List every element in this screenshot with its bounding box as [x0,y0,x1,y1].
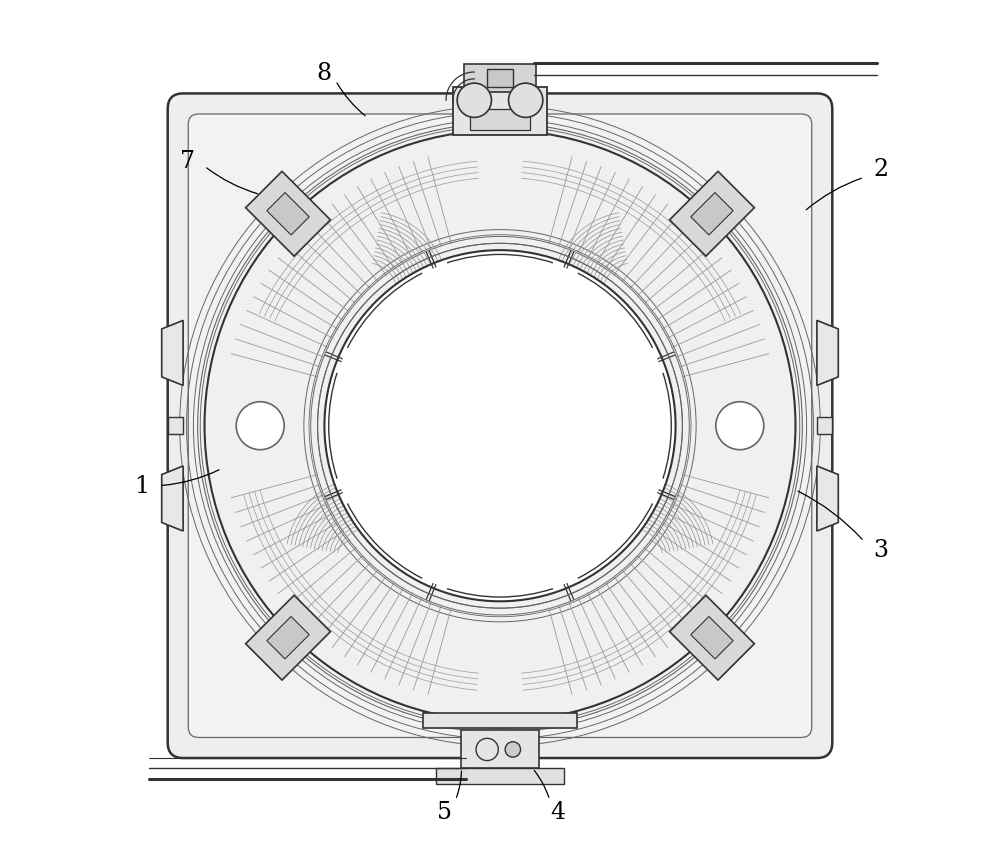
Text: 5: 5 [437,800,452,822]
Circle shape [236,402,284,450]
Text: 3: 3 [874,539,889,561]
Polygon shape [670,596,754,680]
Polygon shape [168,418,183,435]
FancyBboxPatch shape [188,115,812,738]
Bar [453,89,547,135]
Circle shape [716,402,764,450]
Polygon shape [267,616,309,660]
Bar [464,65,536,93]
Bar [423,713,577,728]
Bar [461,730,539,768]
Circle shape [509,84,543,118]
Polygon shape [246,596,330,680]
Text: 8: 8 [317,61,332,84]
Polygon shape [267,194,309,236]
Polygon shape [817,467,838,531]
Bar [436,768,564,784]
Circle shape [505,742,521,758]
Circle shape [205,131,795,722]
Bar [487,70,513,89]
Polygon shape [691,194,733,236]
Polygon shape [162,467,183,531]
Text: 4: 4 [551,800,566,822]
Polygon shape [246,172,330,257]
Text: 1: 1 [134,474,150,498]
Bar [470,109,530,131]
Polygon shape [162,321,183,386]
Circle shape [457,84,491,118]
Text: 2: 2 [874,158,889,181]
Polygon shape [817,321,838,386]
Circle shape [324,251,676,602]
Polygon shape [691,616,733,660]
Polygon shape [670,172,754,257]
FancyBboxPatch shape [168,95,832,759]
Text: 7: 7 [180,150,195,172]
Polygon shape [817,418,832,435]
